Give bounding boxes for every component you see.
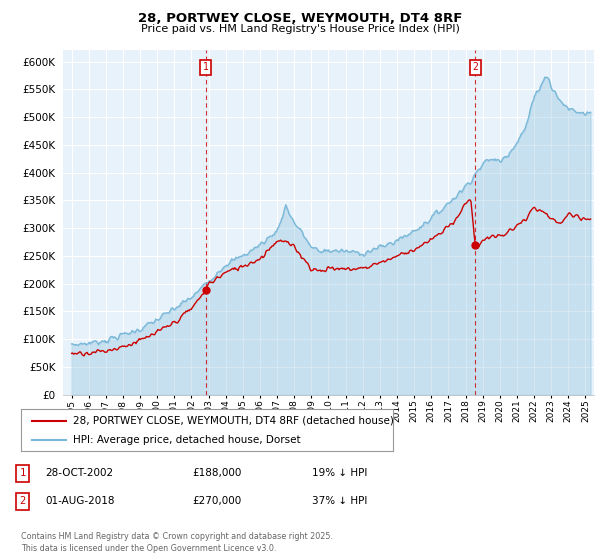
Text: 28, PORTWEY CLOSE, WEYMOUTH, DT4 8RF (detached house): 28, PORTWEY CLOSE, WEYMOUTH, DT4 8RF (de… [73, 416, 394, 426]
Text: 28-OCT-2002: 28-OCT-2002 [45, 468, 113, 478]
Text: 01-AUG-2018: 01-AUG-2018 [45, 496, 115, 506]
Text: 28, PORTWEY CLOSE, WEYMOUTH, DT4 8RF: 28, PORTWEY CLOSE, WEYMOUTH, DT4 8RF [138, 12, 462, 25]
Text: Price paid vs. HM Land Registry's House Price Index (HPI): Price paid vs. HM Land Registry's House … [140, 24, 460, 34]
Text: 2: 2 [20, 496, 26, 506]
Text: 37% ↓ HPI: 37% ↓ HPI [312, 496, 367, 506]
Text: HPI: Average price, detached house, Dorset: HPI: Average price, detached house, Dors… [73, 435, 301, 445]
Text: 19% ↓ HPI: 19% ↓ HPI [312, 468, 367, 478]
Text: 2: 2 [473, 63, 478, 72]
Text: 1: 1 [203, 63, 209, 72]
Text: £188,000: £188,000 [192, 468, 241, 478]
Text: Contains HM Land Registry data © Crown copyright and database right 2025.
This d: Contains HM Land Registry data © Crown c… [21, 533, 333, 553]
Text: £270,000: £270,000 [192, 496, 241, 506]
Text: 1: 1 [20, 468, 26, 478]
